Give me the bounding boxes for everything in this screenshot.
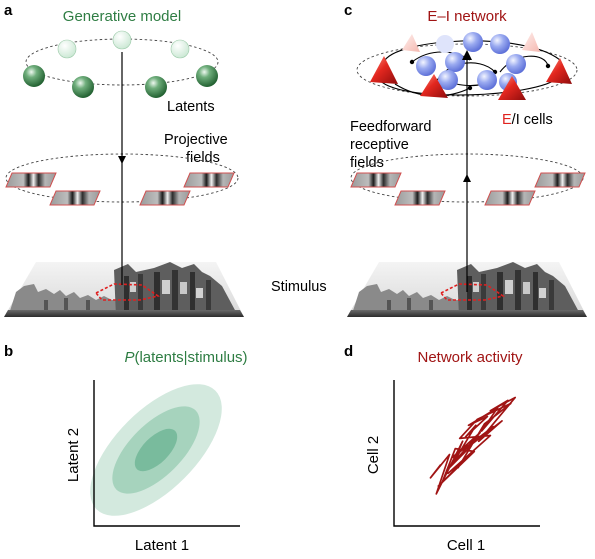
excitatory-cell-faded bbox=[402, 34, 420, 52]
ff-label-line3: fields bbox=[350, 155, 384, 171]
ei-network-title: E–I network bbox=[427, 8, 507, 25]
latent-node bbox=[145, 76, 167, 98]
cell2-label: Cell 2 bbox=[365, 436, 382, 474]
panel-letter-d: d bbox=[344, 343, 353, 360]
receptive-field-patch bbox=[534, 172, 586, 188]
latent1-label: Latent 1 bbox=[135, 537, 189, 554]
receptive-field-patch bbox=[394, 190, 446, 206]
latent2-label: Latent 2 bbox=[65, 428, 82, 482]
feedforward-arrow-head-top bbox=[462, 50, 472, 60]
excitatory-cell-faded bbox=[522, 32, 540, 52]
posterior-title: P(latents|stimulus) bbox=[124, 349, 247, 366]
synapse-dot bbox=[545, 63, 551, 69]
latent-node-faded bbox=[57, 39, 77, 59]
latent-node-faded bbox=[170, 39, 190, 59]
panel-letter-c: c bbox=[344, 2, 352, 19]
panel-a: a Generative model Latents Projective fi… bbox=[4, 2, 327, 317]
latent-node bbox=[196, 65, 218, 87]
projective-label-line1: Projective bbox=[164, 132, 228, 148]
panel-b: b P(latents|stimulus) Latent 1 Latent 2 bbox=[4, 343, 248, 554]
excitatory-cell bbox=[498, 76, 526, 100]
latent-node bbox=[72, 76, 94, 98]
ei-cells-label-e: E bbox=[502, 112, 512, 128]
panel-c: c E–I network bbox=[344, 2, 587, 317]
stimulus-image bbox=[4, 262, 244, 317]
posterior-axes bbox=[93, 380, 240, 527]
generative-arrow-head bbox=[118, 156, 126, 164]
excitatory-cell bbox=[546, 58, 572, 84]
projective-field-patch bbox=[5, 172, 57, 188]
excitatory-cell bbox=[370, 56, 398, 84]
panel-letter-b: b bbox=[4, 343, 13, 360]
panel-d: d Network activity Cell 1 Cell 2 bbox=[344, 343, 540, 554]
feedforward-arrow-head-mid bbox=[463, 174, 471, 182]
latents-label: Latents bbox=[167, 99, 215, 115]
excitatory-cell bbox=[420, 74, 448, 98]
ei-cells-label-rest: /I cells bbox=[512, 112, 553, 128]
inhibitory-cell bbox=[506, 54, 526, 74]
inhibitory-cell bbox=[490, 34, 510, 54]
receptive-field-patch bbox=[484, 190, 536, 206]
latent-node bbox=[23, 65, 45, 87]
activity-axes bbox=[393, 380, 540, 527]
projective-field-patch bbox=[49, 190, 101, 206]
inhibitory-cell bbox=[477, 70, 497, 90]
inhibitory-cell-faded bbox=[436, 35, 454, 53]
ff-label-line2: receptive bbox=[350, 137, 409, 153]
network-activity-trajectory bbox=[429, 396, 517, 495]
receptive-field-patch bbox=[350, 172, 402, 188]
stimulus-label: Stimulus bbox=[271, 279, 327, 295]
inhibitory-cell bbox=[463, 32, 483, 52]
posterior-title-rest: (latents|stimulus) bbox=[134, 349, 247, 366]
synapse-dot bbox=[409, 59, 415, 65]
ei-cells-label: E/I cells bbox=[502, 112, 553, 128]
synapse-dot bbox=[467, 85, 473, 91]
network-activity-title: Network activity bbox=[417, 349, 523, 366]
latent-node-faded bbox=[112, 30, 132, 50]
inhibitory-cell bbox=[438, 70, 458, 90]
projective-field-patch bbox=[183, 172, 235, 188]
posterior-title-p: P bbox=[124, 349, 134, 366]
panel-letter-a: a bbox=[4, 2, 13, 19]
inhibitory-cell bbox=[416, 56, 436, 76]
ff-label-line1: Feedforward bbox=[350, 119, 431, 135]
projective-field-patch bbox=[139, 190, 191, 206]
posterior-contour-inner bbox=[134, 428, 178, 472]
generative-model-title: Generative model bbox=[63, 8, 181, 25]
cell1-label: Cell 1 bbox=[447, 537, 485, 554]
stimulus-highlight bbox=[95, 283, 160, 301]
projective-label-line2: fields bbox=[186, 150, 220, 166]
stimulus-highlight bbox=[440, 283, 505, 301]
inhibitory-cell bbox=[445, 52, 465, 72]
